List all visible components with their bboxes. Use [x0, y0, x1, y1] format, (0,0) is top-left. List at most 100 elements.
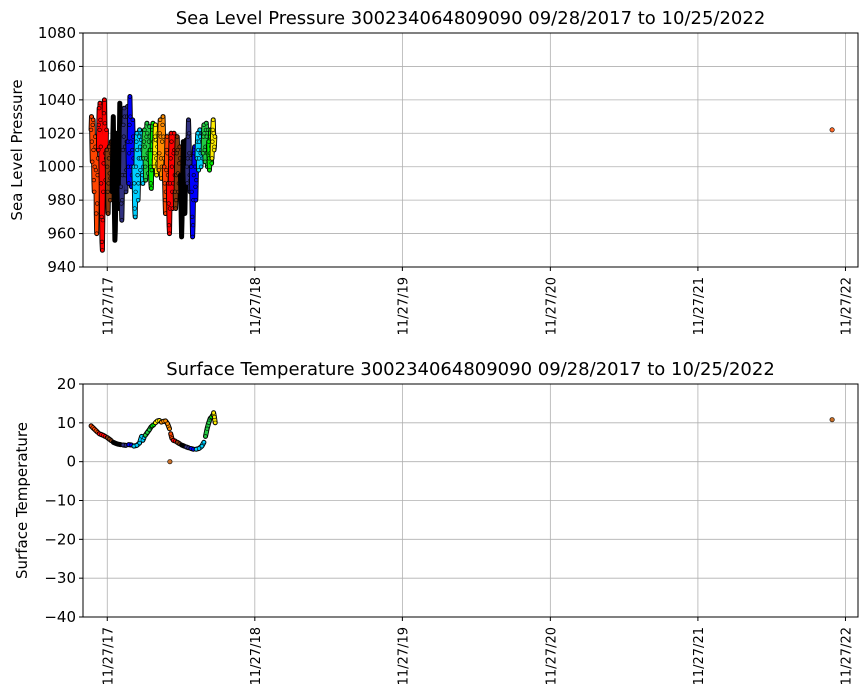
data-point [193, 198, 198, 203]
data-point [204, 121, 209, 126]
data-point [201, 440, 206, 445]
data-point [133, 164, 139, 169]
data-point [137, 144, 143, 149]
data-point [162, 164, 167, 169]
data-point [212, 134, 217, 139]
data-point [190, 214, 195, 219]
data-point [97, 101, 103, 106]
data-point [101, 189, 106, 194]
data-point [115, 156, 120, 161]
data-point [128, 114, 133, 119]
y-tick-label: 1040 [38, 91, 76, 109]
data-point [104, 127, 109, 132]
data-point [100, 248, 105, 253]
y-tick-label: 940 [47, 258, 76, 276]
data-point [152, 164, 157, 169]
data-point [153, 122, 158, 127]
data-point [167, 223, 172, 228]
data-point [196, 168, 201, 173]
data-point [111, 181, 117, 186]
data-point [182, 198, 187, 203]
y-tick-label: 0 [66, 453, 76, 471]
data-point [134, 443, 139, 448]
data-point [168, 431, 173, 436]
data-point [166, 201, 171, 206]
data-point [110, 131, 115, 136]
data-point [205, 426, 210, 431]
y-tick-label: 1020 [38, 124, 76, 142]
data-point [105, 164, 110, 169]
data-point [173, 206, 178, 211]
plot-area [88, 94, 835, 253]
data-point [186, 117, 191, 122]
data-point [134, 139, 139, 144]
data-point [140, 181, 145, 186]
y-tick-label: 1000 [38, 158, 76, 176]
data-point [149, 186, 154, 191]
data-point [193, 184, 198, 189]
chart-title: Surface Temperature 300234064809090 09/2… [166, 359, 775, 380]
x-tick-label: 11/27/17 [101, 627, 116, 685]
data-point [126, 181, 131, 186]
data-point [165, 421, 170, 426]
data-point [101, 111, 107, 116]
data-point [93, 168, 98, 173]
y-tick-label: 1060 [38, 57, 76, 75]
data-point [130, 117, 135, 122]
data-point [210, 139, 215, 144]
data-point [189, 189, 194, 194]
data-point [96, 147, 101, 153]
temperature-panel: −40 −30 −20 −10 0 10 20 11/27/17 11/27/18 11/27/1… [13, 359, 859, 685]
data-point [97, 127, 102, 132]
plot-area [88, 410, 835, 465]
data-point [180, 164, 185, 169]
data-point [203, 434, 208, 439]
data-point [111, 114, 116, 119]
y-tick-label: 1080 [38, 24, 76, 42]
data-point [137, 440, 142, 446]
data-point [135, 198, 141, 203]
x-tick-label: 11/27/17 [101, 277, 116, 335]
data-point [203, 159, 208, 164]
data-point [130, 147, 135, 153]
data-point [90, 117, 96, 122]
data-point [195, 131, 200, 136]
data-point [120, 147, 126, 153]
data-point [105, 211, 111, 216]
data-point [142, 144, 147, 149]
x-tick-label: 11/27/18 [249, 627, 264, 685]
data-point [189, 164, 194, 169]
data-point [829, 127, 835, 133]
data-point [152, 134, 158, 139]
data-point [206, 420, 211, 425]
data-point [148, 181, 153, 186]
data-point [132, 181, 137, 186]
data-point [98, 144, 103, 149]
data-point [112, 238, 117, 243]
data-point [212, 144, 217, 149]
data-point [181, 147, 186, 153]
data-point [117, 101, 122, 106]
data-point [196, 446, 202, 451]
data-point [184, 164, 189, 169]
y-axis-label: Surface Temperature [13, 422, 31, 579]
data-point [119, 218, 124, 223]
data-point [156, 168, 162, 173]
y-tick-label: −30 [44, 569, 76, 587]
data-point [179, 218, 185, 223]
data-point [187, 151, 192, 156]
data-point [145, 131, 150, 136]
data-point [113, 228, 118, 233]
data-point [197, 127, 202, 132]
data-point [132, 206, 137, 211]
data-point [169, 139, 174, 144]
data-point [127, 94, 132, 99]
data-point [91, 178, 96, 183]
data-point [213, 420, 218, 425]
data-point [135, 173, 140, 178]
y-tick-label: −10 [44, 492, 76, 510]
data-point [202, 131, 207, 136]
data-point [138, 168, 143, 173]
data-point [94, 211, 99, 216]
